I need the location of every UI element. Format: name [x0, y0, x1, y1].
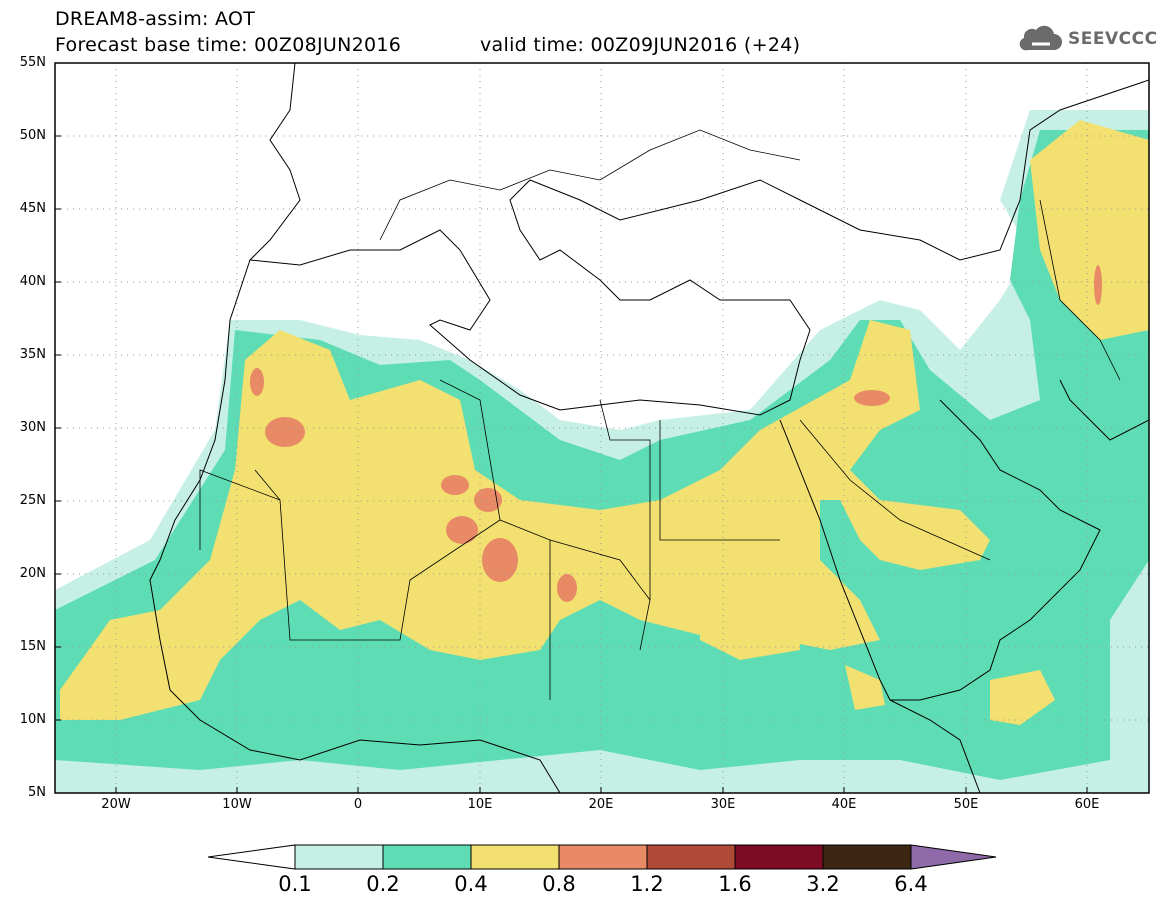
colorbar-swatch	[734, 844, 824, 870]
colorbar-label: 0.4	[454, 872, 488, 896]
colorbar-extend-low	[207, 844, 296, 870]
lat-label: 25N	[19, 493, 46, 508]
lon-label: 10E	[467, 797, 493, 812]
logo-text: SEEVCCC	[1068, 29, 1158, 49]
lon-label: 20W	[101, 797, 131, 812]
colorbar-label: 3.2	[806, 872, 840, 896]
lat-label: 15N	[19, 639, 46, 654]
lat-label: 40N	[19, 274, 46, 289]
lat-label: 10N	[19, 712, 46, 727]
colorbar-label: 6.4	[894, 872, 928, 896]
axis-ticks	[55, 62, 1088, 794]
colorbar-swatch	[558, 844, 648, 870]
aot-field	[55, 63, 1149, 793]
forecast-base-time: Forecast base time: 00Z08JUN2016	[55, 34, 402, 56]
colorbar	[207, 844, 997, 870]
lon-label: 40E	[831, 797, 857, 812]
coastlines	[149, 63, 1149, 793]
valid-time: valid time: 00Z09JUN2016 (+24)	[480, 34, 801, 56]
map-title: DREAM8-assim: AOT	[55, 8, 256, 30]
colorbar-extend-high	[910, 844, 997, 870]
lat-label: 35N	[19, 347, 46, 362]
lon-label: 50E	[953, 797, 979, 812]
lon-label: 0	[353, 797, 363, 812]
colorbar-label: 0.8	[542, 872, 576, 896]
seevccc-logo: SEEVCCC	[1018, 22, 1158, 56]
lat-label: 5N	[28, 785, 46, 800]
colorbar-swatch	[294, 844, 384, 870]
colorbar-swatch	[382, 844, 472, 870]
lat-label: 50N	[19, 128, 46, 143]
lon-label: 60E	[1074, 797, 1100, 812]
lat-label: 20N	[19, 566, 46, 581]
colorbar-label: 0.1	[278, 872, 312, 896]
lat-label: 30N	[19, 420, 46, 435]
borders	[199, 129, 1121, 700]
colorbar-swatch	[470, 844, 560, 870]
lon-label: 10W	[222, 797, 252, 812]
lat-label: 45N	[19, 201, 46, 216]
cloud-icon	[1019, 25, 1062, 51]
lat-label: 55N	[19, 55, 46, 70]
colorbar-swatch	[822, 844, 912, 870]
colorbar-label: 1.6	[718, 872, 752, 896]
colorbar-label: 0.2	[366, 872, 400, 896]
lon-label: 30E	[710, 797, 736, 812]
colorbar-label: 1.2	[630, 872, 664, 896]
lon-label: 20E	[588, 797, 614, 812]
aot-band-0.8	[250, 265, 1102, 602]
colorbar-swatch	[646, 844, 736, 870]
